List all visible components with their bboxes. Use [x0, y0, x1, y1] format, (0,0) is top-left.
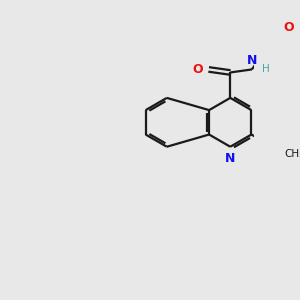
Text: N: N: [247, 54, 257, 67]
Text: O: O: [193, 63, 203, 76]
Text: N: N: [225, 152, 236, 165]
Text: O: O: [284, 21, 294, 34]
Text: CH₃: CH₃: [284, 149, 300, 159]
Text: H: H: [262, 64, 269, 74]
